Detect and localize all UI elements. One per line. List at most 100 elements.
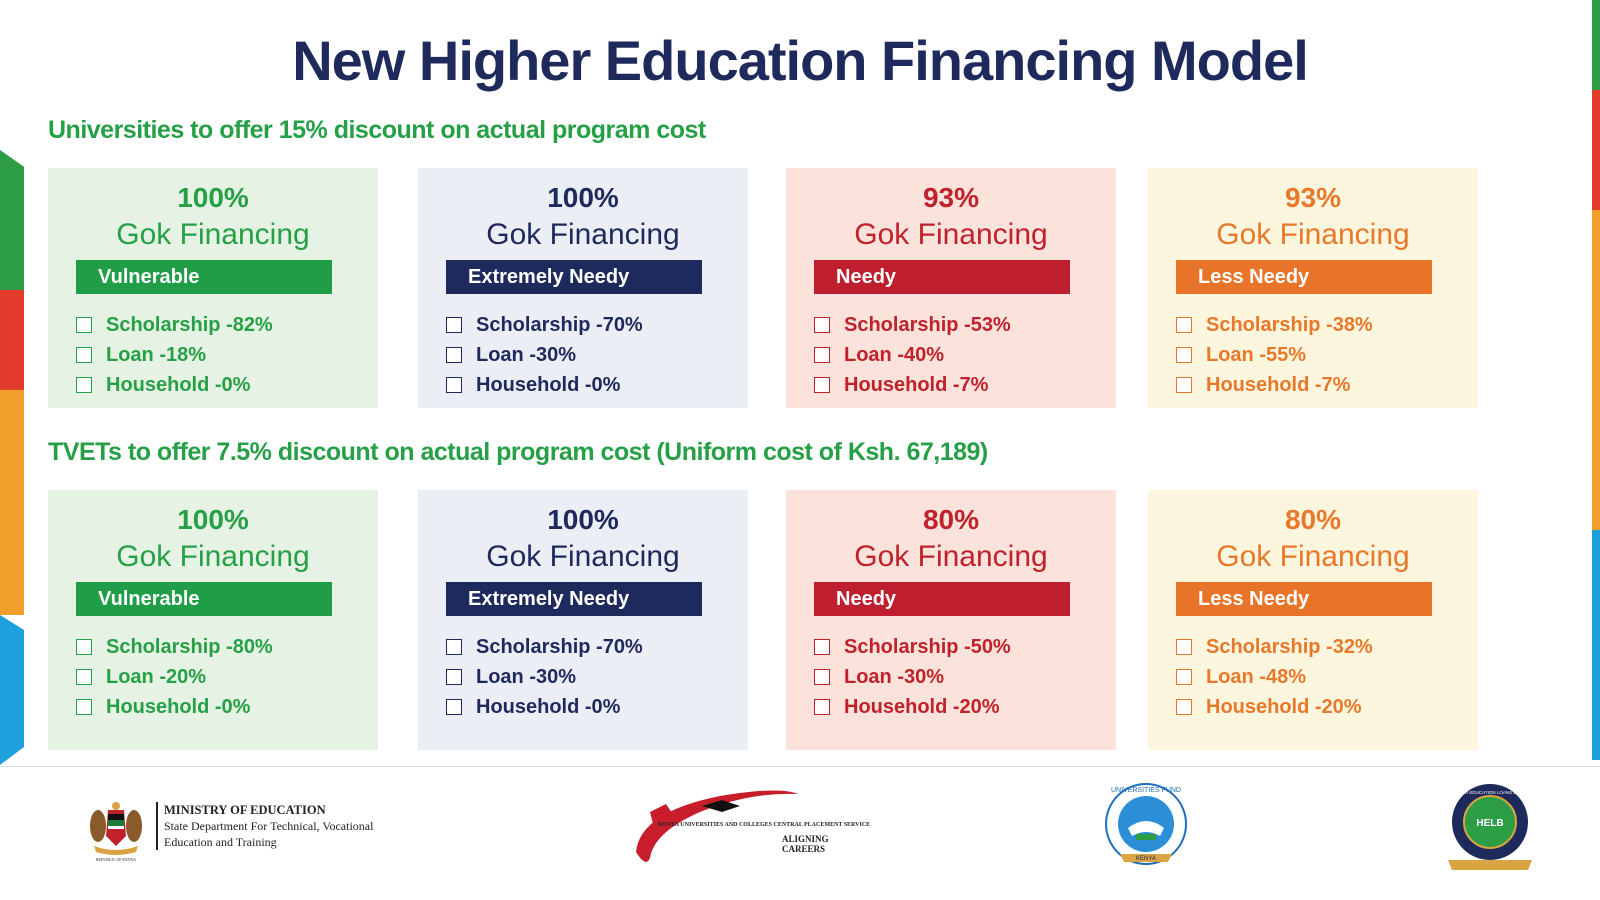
checkbox-icon xyxy=(1176,347,1192,363)
checkbox-icon xyxy=(76,317,92,333)
category-tag: Extremely Needy xyxy=(446,260,702,294)
checkbox-icon xyxy=(814,347,830,363)
category-tag: Vulnerable xyxy=(76,260,332,294)
universities-fund-seal-icon: UNIVERSITIES FUND KENYA xyxy=(1105,783,1187,865)
scholarship-item: Scholarship -80% xyxy=(76,632,368,662)
checkbox-icon xyxy=(76,669,92,685)
checkbox-icon xyxy=(814,639,830,655)
emblem-caption: REPUBLIC OF KENYA xyxy=(96,857,136,862)
checkbox-icon xyxy=(76,639,92,655)
page-title: New Higher Education Financing Model xyxy=(292,29,1309,92)
left-edge-bar-green xyxy=(0,150,24,290)
loan-item: Loan -30% xyxy=(446,340,738,370)
left-edge-bar-blue xyxy=(0,615,24,765)
category-tag: Vulnerable xyxy=(76,582,332,616)
category-tag: Needy xyxy=(814,260,1070,294)
financing-percent: 80% xyxy=(1284,504,1342,535)
financing-label: Gok Financing xyxy=(116,540,310,573)
category-tag: Less Needy xyxy=(1176,260,1432,294)
tvets-section-heading: TVETs to offer 7.5% discount on actual p… xyxy=(48,438,988,466)
category-tag: Needy xyxy=(814,582,1070,616)
kuccps-swoosh-icon xyxy=(636,790,798,862)
loan-item: Loan -30% xyxy=(446,662,738,692)
ministry-of-education-logo: REPUBLIC OF KENYA MINISTRY OF EDUCATION … xyxy=(86,796,416,866)
checkbox-icon xyxy=(446,669,462,685)
financing-percent: 93% xyxy=(922,182,980,213)
checkbox-icon xyxy=(814,669,830,685)
checkbox-icon xyxy=(76,347,92,363)
kuccps-tagline: ALIGNING CAREERS xyxy=(782,834,829,854)
ministry-department: State Department For Technical, Vocation… xyxy=(164,819,374,833)
household-item: Household -7% xyxy=(814,370,1106,400)
svg-text:KENYA: KENYA xyxy=(1136,856,1156,862)
checkbox-icon xyxy=(814,699,830,715)
household-item: Household -20% xyxy=(1176,692,1468,722)
scholarship-item: Scholarship -70% xyxy=(446,310,738,340)
universities-section-heading: Universities to offer 15% discount on ac… xyxy=(48,116,706,144)
financing-label: Gok Financing xyxy=(486,218,680,251)
scholarship-item: Scholarship -50% xyxy=(814,632,1106,662)
tvets-vulnerable-card: 100% Gok Financing Vulnerable Scholarshi… xyxy=(48,490,378,750)
household-item: Household -0% xyxy=(76,692,368,722)
universities-less-needy-card: 93% Gok Financing Less Needy Scholarship… xyxy=(1148,168,1478,408)
svg-text:HIGHER EDUCATION LOANS BOARD: HIGHER EDUCATION LOANS BOARD xyxy=(1451,790,1530,795)
financing-percent: 80% xyxy=(922,504,980,535)
scholarship-item: Scholarship -82% xyxy=(76,310,368,340)
loan-item: Loan -48% xyxy=(1176,662,1468,692)
household-item: Household -0% xyxy=(76,370,368,400)
helb-logo: HELB HIGHER EDUCATION LOANS BOARD xyxy=(1440,780,1540,876)
financing-percent: 100% xyxy=(547,182,619,213)
right-edge-bar-red xyxy=(1592,90,1600,210)
financing-label: Gok Financing xyxy=(1216,540,1410,573)
household-item: Household -20% xyxy=(814,692,1106,722)
checkbox-icon xyxy=(76,377,92,393)
tvets-less-needy-card: 80% Gok Financing Less Needy Scholarship… xyxy=(1148,490,1478,750)
financing-label: Gok Financing xyxy=(854,218,1048,251)
checkbox-icon xyxy=(446,317,462,333)
financing-label: Gok Financing xyxy=(854,540,1048,573)
kenya-coat-of-arms-icon: REPUBLIC OF KENYA xyxy=(90,802,142,862)
checkbox-icon xyxy=(1176,669,1192,685)
financing-label: Gok Financing xyxy=(116,218,310,251)
loan-item: Loan -30% xyxy=(814,662,1106,692)
checkbox-icon xyxy=(1176,699,1192,715)
right-edge-bar-green xyxy=(1592,0,1600,90)
kuccps-logo: KENYA UNIVERSITIES AND COLLEGES CENTRAL … xyxy=(630,782,870,872)
checkbox-icon xyxy=(1176,377,1192,393)
loan-item: Loan -40% xyxy=(814,340,1106,370)
financing-label: Gok Financing xyxy=(486,540,680,573)
category-tag: Less Needy xyxy=(1176,582,1432,616)
household-item: Household -7% xyxy=(1176,370,1468,400)
universities-vulnerable-card: 100% Gok Financing Vulnerable Scholarshi… xyxy=(48,168,378,408)
right-edge-bar-orange xyxy=(1592,210,1600,530)
scholarship-item: Scholarship -38% xyxy=(1176,310,1468,340)
footer-divider xyxy=(0,766,1600,767)
tvets-extremely-needy-card: 100% Gok Financing Extremely Needy Schol… xyxy=(418,490,748,750)
ministry-department-cont: Education and Training xyxy=(164,835,277,849)
loan-item: Loan -55% xyxy=(1176,340,1468,370)
financing-percent: 100% xyxy=(547,504,619,535)
checkbox-icon xyxy=(446,699,462,715)
scholarship-item: Scholarship -70% xyxy=(446,632,738,662)
checkbox-icon xyxy=(1176,639,1192,655)
svg-text:HELB: HELB xyxy=(1476,818,1503,829)
left-edge-bar-red xyxy=(0,290,24,390)
universities-fund-logo: UNIVERSITIES FUND KENYA xyxy=(1100,780,1192,872)
universities-needy-card: 93% Gok Financing Needy Scholarship -53%… xyxy=(786,168,1116,408)
checkbox-icon xyxy=(446,639,462,655)
scholarship-item: Scholarship -53% xyxy=(814,310,1106,340)
checkbox-icon xyxy=(814,377,830,393)
helb-seal-icon: HELB HIGHER EDUCATION LOANS BOARD xyxy=(1448,784,1532,870)
category-tag: Extremely Needy xyxy=(446,582,702,616)
checkbox-icon xyxy=(76,699,92,715)
kuccps-name: KENYA UNIVERSITIES AND COLLEGES CENTRAL … xyxy=(658,822,871,828)
ministry-name: MINISTRY OF EDUCATION xyxy=(164,803,326,817)
loan-item: Loan -18% xyxy=(76,340,368,370)
scholarship-item: Scholarship -32% xyxy=(1176,632,1468,662)
checkbox-icon xyxy=(446,347,462,363)
household-item: Household -0% xyxy=(446,692,738,722)
financing-label: Gok Financing xyxy=(1216,218,1410,251)
universities-extremely-needy-card: 100% Gok Financing Extremely Needy Schol… xyxy=(418,168,748,408)
loan-item: Loan -20% xyxy=(76,662,368,692)
svg-text:UNIVERSITIES FUND: UNIVERSITIES FUND xyxy=(1111,787,1181,794)
